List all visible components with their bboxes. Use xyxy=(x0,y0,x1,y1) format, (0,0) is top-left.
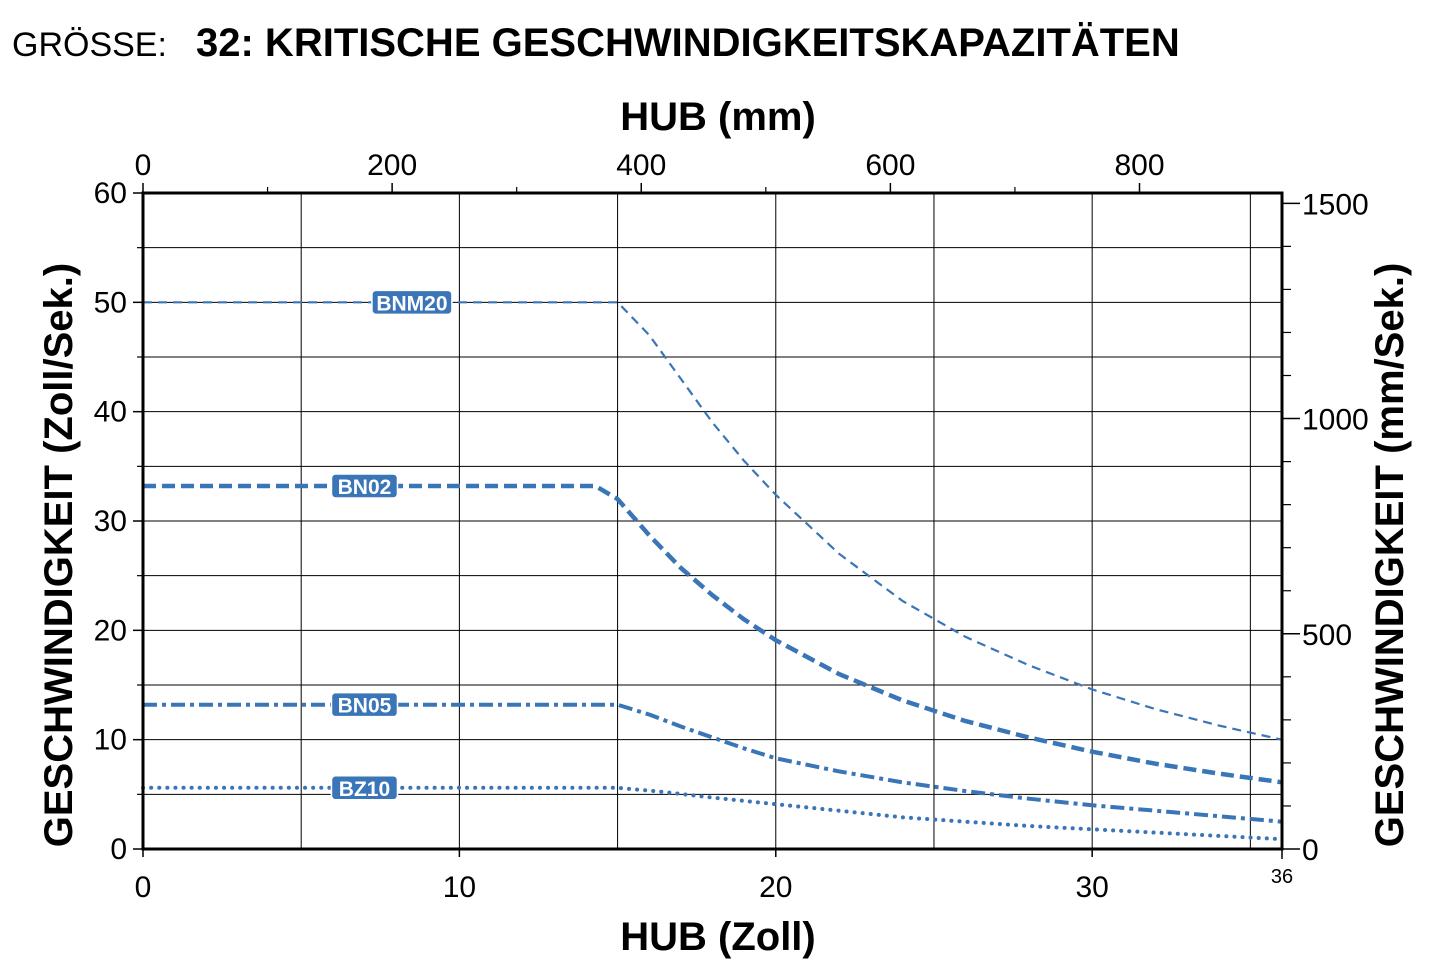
series-lines: BNM20 BN02 BN05 BZ10 xyxy=(141,289,1284,842)
y-tick-label: 60 xyxy=(94,177,127,210)
y2-axis-title: GESCHWINDIGKEIT (mm/Sek.) xyxy=(1368,263,1412,848)
series-label-badge-bn02: BN02 xyxy=(330,473,399,499)
x-tick-label: 0 xyxy=(135,871,152,904)
x-axis-title: HUB (Zoll) xyxy=(620,915,816,959)
series-line-bn02 xyxy=(143,483,1283,785)
y2-tick-label: 1500 xyxy=(1302,188,1369,221)
series-label-badge-bz10: BZ10 xyxy=(330,775,399,801)
series-label-box xyxy=(330,691,399,718)
series-label: BNM20 xyxy=(376,292,447,315)
y-tick-label: 20 xyxy=(94,614,127,647)
series-label-box xyxy=(371,289,453,316)
y-tick-label: 10 xyxy=(94,724,127,757)
chart-title: 32: KRITISCHE GESCHWINDIGKEITSKAPAZITÄTE… xyxy=(196,21,1180,65)
x-tick-label: 20 xyxy=(759,871,792,904)
y2-tick-label: 0 xyxy=(1302,834,1319,867)
grid xyxy=(143,193,1282,849)
y-tick-label: 30 xyxy=(94,505,127,538)
y2-tick-label: 500 xyxy=(1302,619,1352,652)
series-line-bnm20 xyxy=(143,301,1283,741)
series-label: BN05 xyxy=(338,695,392,718)
series-label-badge-bn05: BN05 xyxy=(330,691,399,718)
x-tick-label: 36 xyxy=(1271,866,1293,888)
y-tick-label: 40 xyxy=(94,396,127,429)
axis-ticks: 0 10 20 30 360 200 400 600 800010203040506005001… xyxy=(94,149,1369,904)
y-tick-label: 50 xyxy=(94,286,127,319)
chart-title-prefix: GRÖSSE: xyxy=(12,26,167,64)
series-label-box xyxy=(330,775,399,801)
plot-frame xyxy=(141,191,1284,851)
series-label: BZ10 xyxy=(339,778,390,801)
x2-tick-label: 0 xyxy=(135,149,152,182)
x2-tick-label: 400 xyxy=(616,149,666,182)
x2-tick-label: 600 xyxy=(865,149,915,182)
y-axis-title: GESCHWINDIGKEIT (Zoll/Sek.) xyxy=(37,263,81,847)
series-label: BN02 xyxy=(338,476,392,499)
series-label-box xyxy=(330,473,399,499)
x2-axis-title: HUB (mm) xyxy=(620,95,816,139)
x2-tick-label: 800 xyxy=(1114,149,1164,182)
x-tick-label: 30 xyxy=(1075,871,1108,904)
series-label-badge-bnm20: BNM20 xyxy=(371,289,453,316)
x-tick-label: 10 xyxy=(443,871,476,904)
y-tick-label: 0 xyxy=(110,833,127,866)
x2-tick-label: 200 xyxy=(367,149,417,182)
series-line-bn05 xyxy=(143,702,1283,824)
plot-border xyxy=(141,191,1284,851)
y2-tick-label: 1000 xyxy=(1302,404,1369,437)
series-line-bz10 xyxy=(141,785,1284,842)
